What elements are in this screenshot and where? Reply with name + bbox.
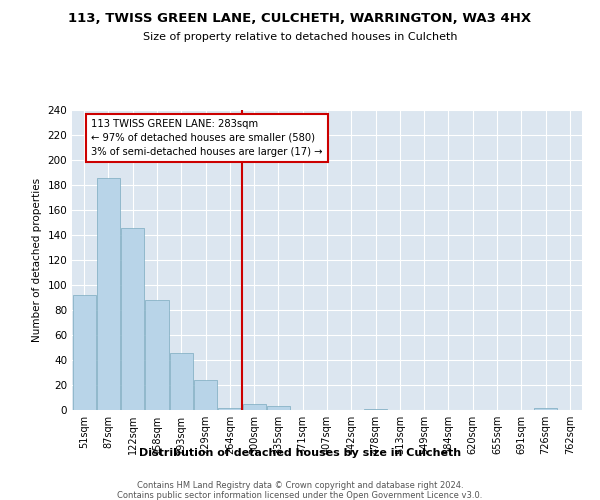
Bar <box>218 408 241 410</box>
Y-axis label: Number of detached properties: Number of detached properties <box>32 178 42 342</box>
Bar <box>121 228 144 410</box>
Bar <box>364 409 387 410</box>
Text: 113 TWISS GREEN LANE: 283sqm
← 97% of detached houses are smaller (580)
3% of se: 113 TWISS GREEN LANE: 283sqm ← 97% of de… <box>91 118 323 157</box>
Text: 113, TWISS GREEN LANE, CULCHETH, WARRINGTON, WA3 4HX: 113, TWISS GREEN LANE, CULCHETH, WARRING… <box>68 12 532 26</box>
Text: Contains HM Land Registry data © Crown copyright and database right 2024.: Contains HM Land Registry data © Crown c… <box>137 481 463 490</box>
Text: Distribution of detached houses by size in Culcheth: Distribution of detached houses by size … <box>139 448 461 458</box>
Bar <box>267 406 290 410</box>
Bar <box>145 300 169 410</box>
Bar <box>242 404 266 410</box>
Bar <box>73 295 95 410</box>
Text: Contains public sector information licensed under the Open Government Licence v3: Contains public sector information licen… <box>118 491 482 500</box>
Text: Size of property relative to detached houses in Culcheth: Size of property relative to detached ho… <box>143 32 457 42</box>
Bar <box>194 380 217 410</box>
Bar <box>534 408 557 410</box>
Bar <box>170 352 193 410</box>
Bar <box>97 178 120 410</box>
